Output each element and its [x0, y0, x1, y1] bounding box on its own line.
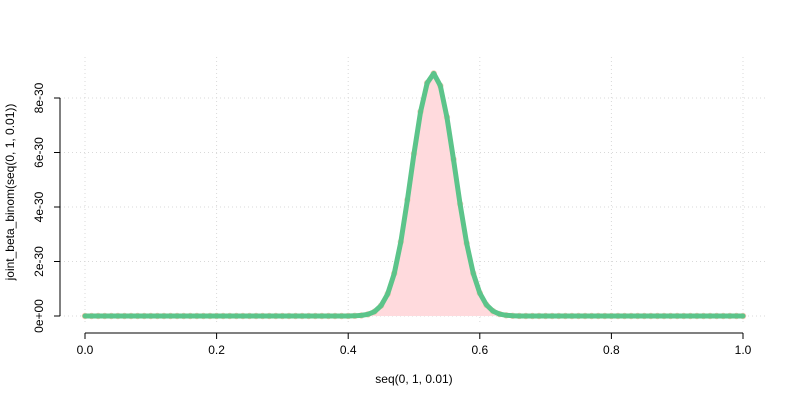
y-axis-label: joint_beta_binom(seq(0, 1, 0.01))	[3, 104, 17, 282]
x-tick-label: 0.2	[208, 343, 225, 357]
x-axis: 0.0 0.2 0.4 0.6 0.8 1.0	[77, 332, 752, 357]
y-tick-label: 0e+00	[32, 299, 46, 333]
y-tick-label: 8e-30	[32, 82, 46, 113]
x-tick-label: 0.4	[340, 343, 357, 357]
y-tick-label: 4e-30	[32, 191, 46, 222]
area-fill	[85, 73, 743, 316]
y-tick-label: 2e-30	[32, 246, 46, 277]
x-tick-label: 1.0	[735, 343, 752, 357]
x-tick-label: 0.0	[77, 343, 94, 357]
x-tick-label: 0.8	[603, 343, 620, 357]
grid	[60, 57, 768, 322]
y-tick-label: 6e-30	[32, 137, 46, 168]
x-axis-label: seq(0, 1, 0.01)	[375, 372, 452, 386]
x-tick-label: 0.6	[471, 343, 488, 357]
series-line	[82, 70, 746, 319]
y-axis: 0e+00 2e-30 4e-30 6e-30 8e-30	[32, 82, 61, 333]
